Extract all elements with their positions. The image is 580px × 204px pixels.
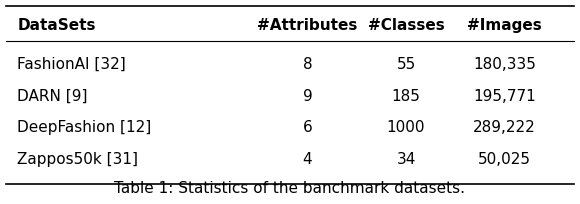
Text: 289,222: 289,222 [473,120,536,135]
Text: 34: 34 [396,152,416,167]
Text: FashionAI [32]: FashionAI [32] [17,57,126,72]
Text: 50,025: 50,025 [478,152,531,167]
Text: DataSets: DataSets [17,18,96,33]
Text: #Classes: #Classes [368,18,444,33]
Text: #Attributes: #Attributes [257,18,358,33]
Text: DeepFashion [12]: DeepFashion [12] [17,120,151,135]
Text: 4: 4 [303,152,312,167]
Text: Table 1: Statistics of the banchmark datasets.: Table 1: Statistics of the banchmark dat… [114,181,466,196]
Text: #Images: #Images [467,18,542,33]
Text: 185: 185 [392,89,420,104]
Text: DARN [9]: DARN [9] [17,89,88,104]
Text: 6: 6 [303,120,312,135]
Text: 55: 55 [396,57,416,72]
Text: 180,335: 180,335 [473,57,536,72]
Text: 195,771: 195,771 [473,89,536,104]
Text: 1000: 1000 [387,120,425,135]
Text: 9: 9 [303,89,312,104]
Text: Zappos50k [31]: Zappos50k [31] [17,152,139,167]
Text: 8: 8 [303,57,312,72]
